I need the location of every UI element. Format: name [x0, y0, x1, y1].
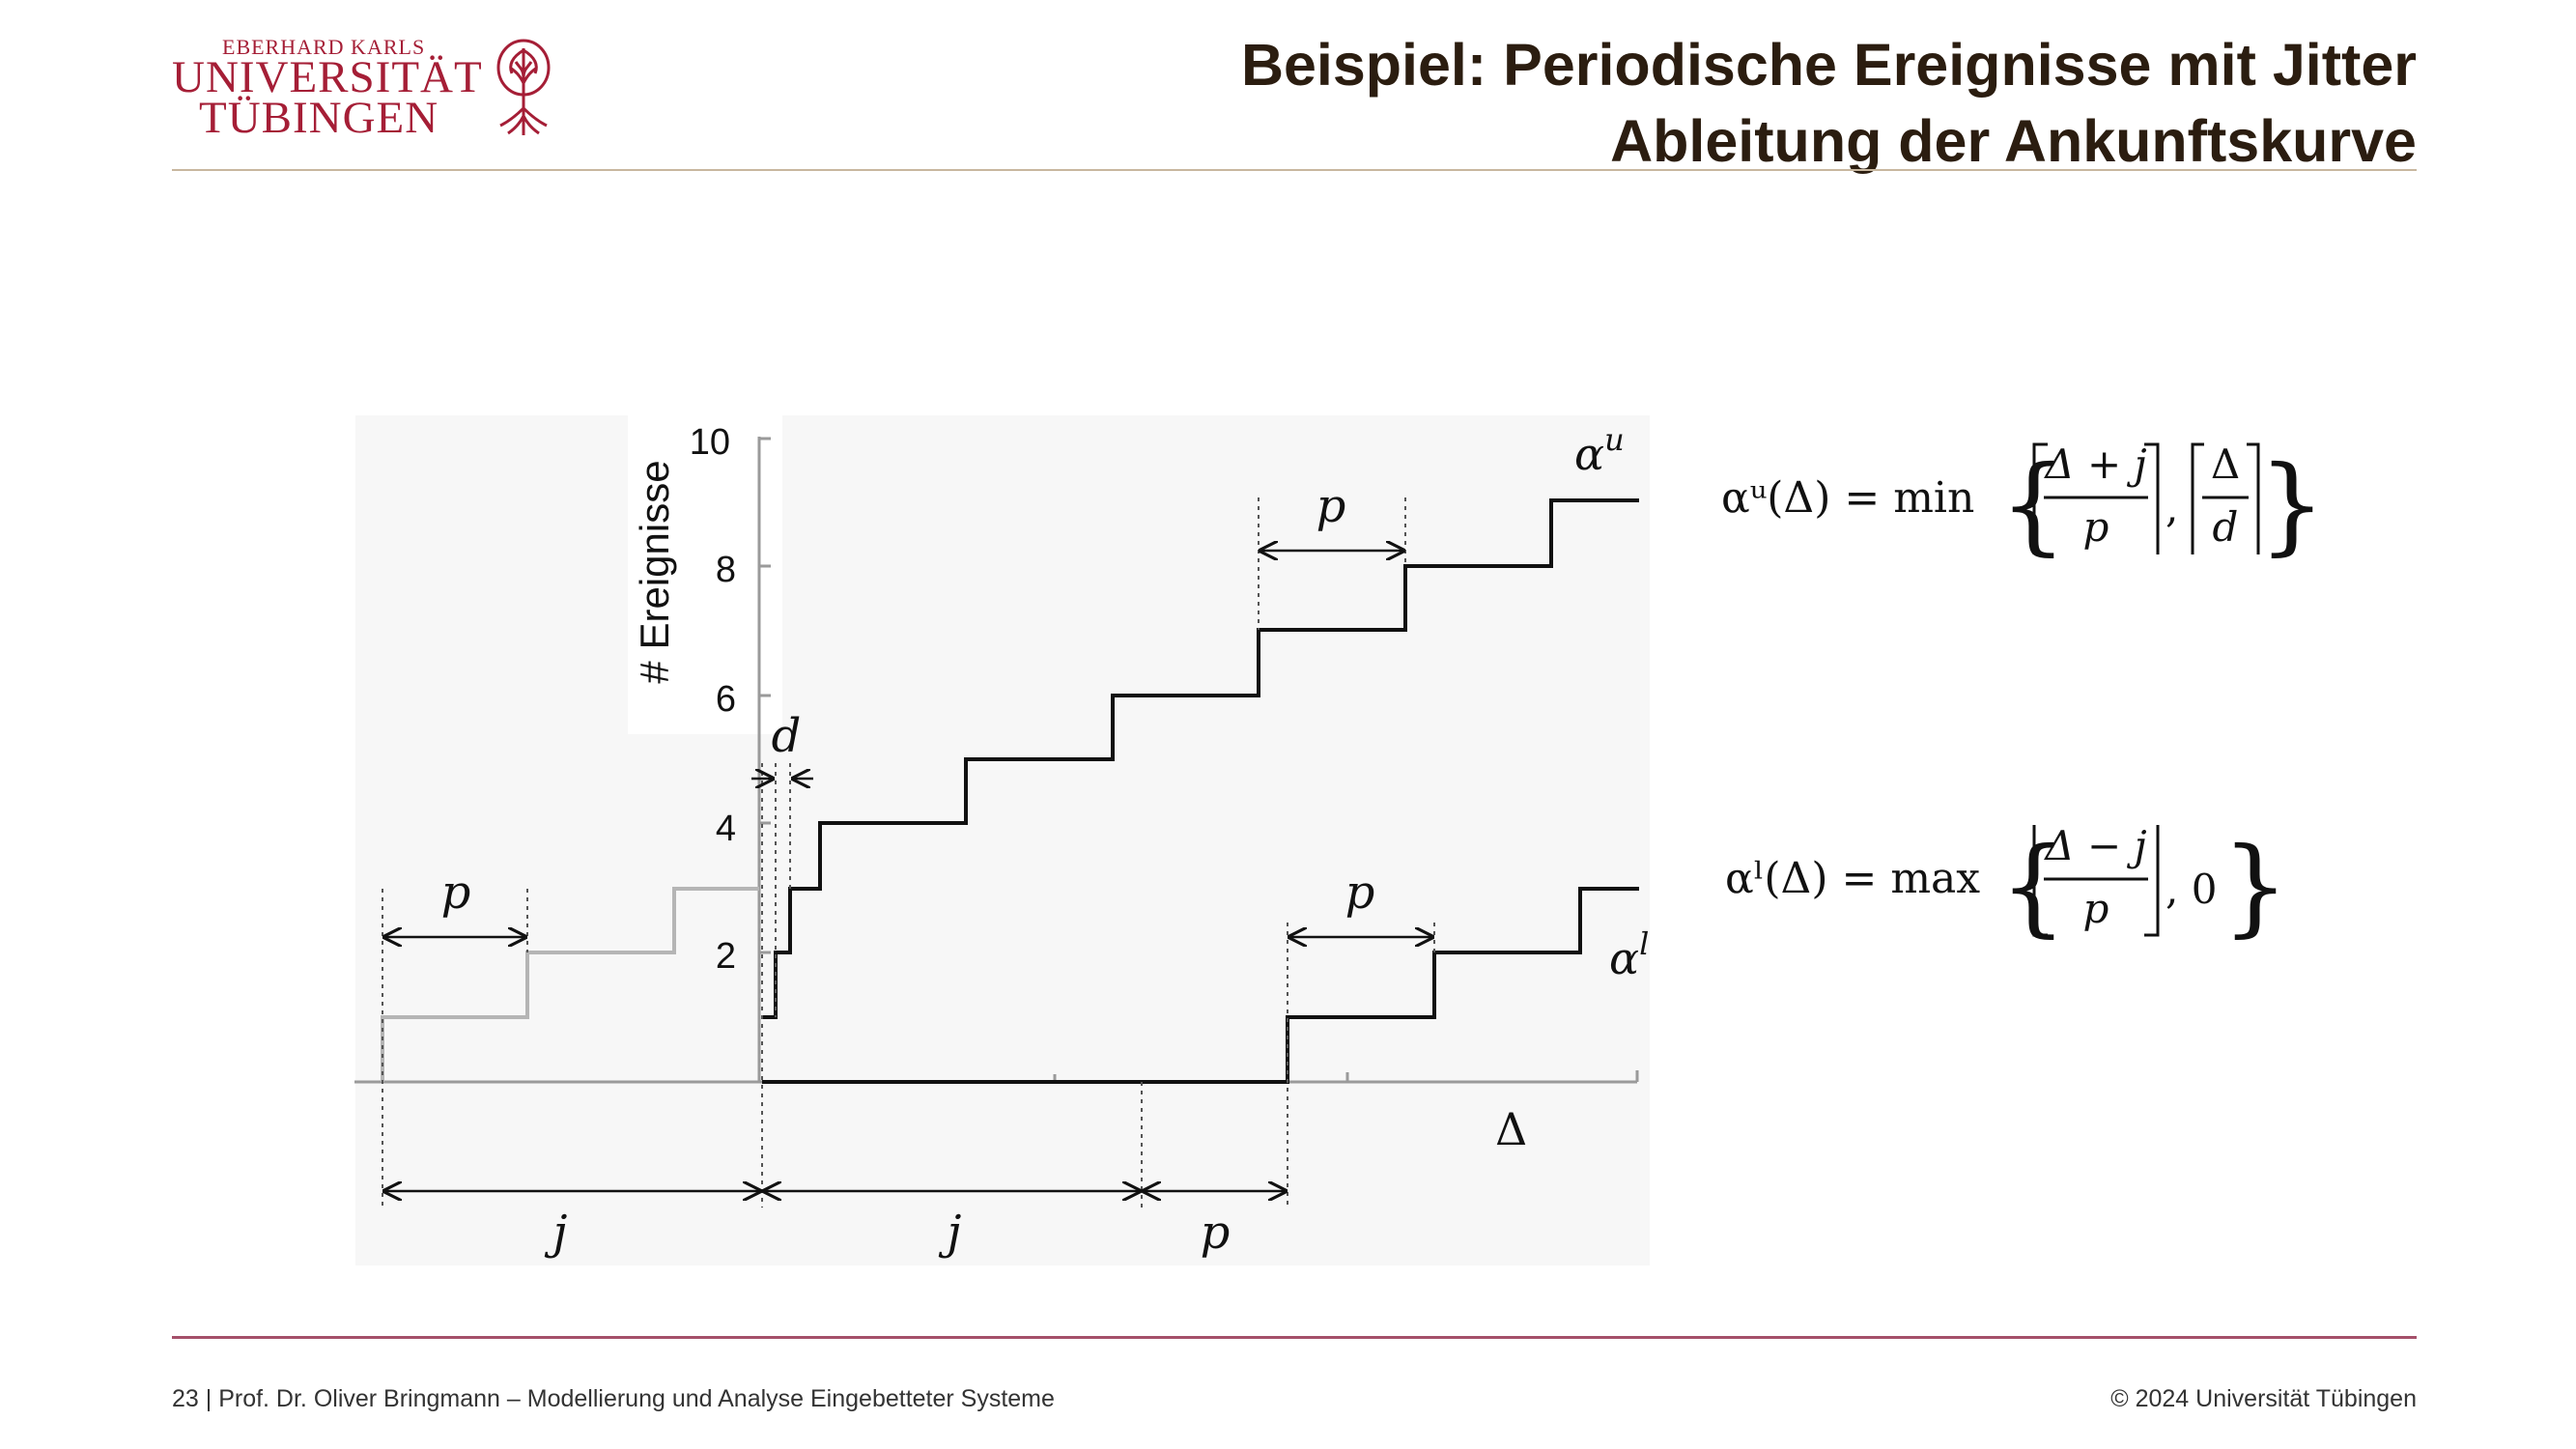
formula-upper-frac2-den: d	[2213, 503, 2239, 551]
title-line1: Beispiel: Periodische Ereignisse mit Jit…	[1240, 32, 2417, 98]
university-logo: EBERHARD KARLS UNIVERSITÄT TÜBINGEN	[172, 35, 558, 141]
y-tick-2: 2	[716, 936, 736, 977]
logo-line3: TÜBINGEN	[199, 93, 439, 143]
formula-upper: αᵘ(Δ) = min { Δ + j p , Δ d }	[1721, 440, 2326, 566]
label-p-left: p	[441, 866, 471, 920]
y-tick-4: 4	[716, 809, 736, 849]
formula-lower: αˡ(Δ) = max { Δ − j p , 0 }	[1725, 822, 2289, 948]
label-alpha-lower: αl	[1609, 925, 1649, 984]
ceil-brackets-2	[2191, 442, 2260, 554]
header-divider	[172, 169, 2417, 171]
formula-lower-lhs: αˡ(Δ) = max	[1725, 854, 1980, 903]
title-line2: Ableitung der Ankunftskurve	[1610, 108, 2417, 174]
y-tick-marks	[759, 437, 1639, 1082]
formula-upper-frac2-num: Δ	[2211, 440, 2240, 488]
brace-close-upper: }	[2258, 442, 2326, 566]
label-p-lower: p	[1345, 866, 1375, 920]
ceil-brackets-1	[2032, 442, 2160, 554]
formula-upper-sep: ,	[2166, 484, 2178, 531]
slide-title: Beispiel: Periodische Ereignisse mit Jit…	[1241, 27, 2417, 180]
formula-lower-frac1-num: Δ − j	[2043, 822, 2146, 869]
tree-icon	[496, 39, 551, 135]
label-alpha-upper: αu	[1574, 421, 1625, 480]
label-d: d	[772, 709, 802, 763]
footer-divider	[172, 1336, 2417, 1339]
formula-upper-lhs: αᵘ(Δ) = min	[1721, 473, 1974, 523]
y-tick-10: 10	[690, 422, 730, 463]
formula-lower-tail: , 0	[2166, 866, 2217, 913]
footer-info: 23 | Prof. Dr. Oliver Bringmann – Modell…	[172, 1385, 1055, 1412]
formula-lower-frac1-den: p	[2083, 885, 2109, 932]
label-delta-axis: Δ	[1495, 1103, 1527, 1155]
brace-close-lower: }	[2222, 824, 2289, 948]
formula-upper-frac1-num: Δ + j	[2043, 440, 2146, 488]
diagram-panel	[355, 415, 1650, 1265]
label-p-bottom: p	[1201, 1206, 1231, 1260]
y-tick-6: 6	[716, 679, 736, 720]
footer-copyright: © 2024 Universität Tübingen	[2110, 1385, 2417, 1412]
logo-line2: UNIVERSITÄT	[172, 52, 483, 102]
logo-line1: EBERHARD KARLS	[222, 35, 426, 59]
upper-arrival-curve	[762, 498, 1639, 1019]
y-tick-8: 8	[716, 550, 736, 590]
label-p-upper: p	[1316, 479, 1346, 533]
formula-upper-frac1-den: p	[2083, 503, 2109, 551]
y-axis-label: # Ereignisse	[632, 460, 677, 683]
floor-brackets	[2032, 825, 2160, 937]
